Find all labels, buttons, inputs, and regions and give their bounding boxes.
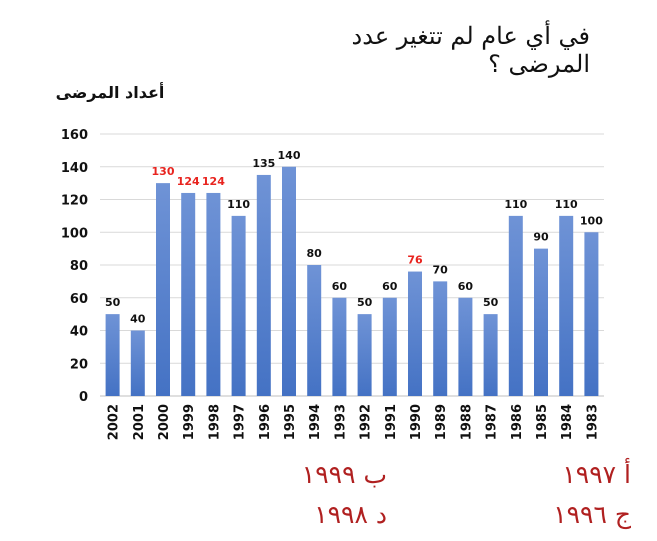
bar bbox=[105, 314, 120, 396]
x-tick-label: 1985 bbox=[535, 404, 550, 440]
bar bbox=[508, 215, 523, 396]
bars bbox=[105, 166, 599, 396]
x-tick-label: 1984 bbox=[560, 404, 575, 440]
x-tick-label: 1987 bbox=[485, 404, 500, 440]
data-label: 50 bbox=[483, 296, 499, 309]
bar bbox=[156, 183, 170, 396]
x-tick-label: 2001 bbox=[132, 404, 147, 440]
x-tick-label: 2000 bbox=[157, 404, 172, 440]
y-tick-label: 80 bbox=[70, 259, 88, 274]
data-label: 70 bbox=[433, 263, 449, 276]
data-label: 130 bbox=[152, 165, 175, 178]
y-tick-label: 140 bbox=[61, 161, 88, 176]
data-label: 100 bbox=[580, 214, 603, 227]
y-axis-label: أعداد المرضى bbox=[56, 82, 165, 102]
y-tick-label: 20 bbox=[70, 357, 88, 372]
y-tick-label: 0 bbox=[79, 390, 88, 405]
x-axis-ticks: 2002 2001 2000 1999 1998 1997 1996 1995 1994 1993… bbox=[107, 404, 601, 440]
bar bbox=[458, 297, 473, 396]
bar bbox=[332, 297, 347, 396]
y-tick-label: 160 bbox=[61, 128, 88, 143]
data-label: 140 bbox=[278, 149, 301, 162]
data-label: 50 bbox=[105, 296, 121, 309]
bar bbox=[559, 215, 574, 396]
x-tick-label: 2002 bbox=[107, 404, 122, 440]
bar bbox=[130, 330, 145, 396]
x-tick-label: 1997 bbox=[233, 404, 248, 440]
option-d[interactable]: د ١٩٩٨ bbox=[314, 500, 387, 529]
data-label: 60 bbox=[382, 280, 398, 293]
y-tick-label: 60 bbox=[70, 292, 88, 307]
bar bbox=[231, 215, 246, 396]
x-tick-label: 1983 bbox=[585, 404, 600, 440]
option-b[interactable]: ب ١٩٩٩ bbox=[301, 460, 387, 489]
data-label: 124 bbox=[177, 175, 200, 188]
bar bbox=[408, 271, 422, 396]
data-label: 110 bbox=[504, 198, 527, 211]
x-tick-label: 1991 bbox=[384, 404, 399, 440]
data-label: 124 bbox=[202, 175, 225, 188]
data-label: 110 bbox=[227, 198, 250, 211]
x-tick-label: 1990 bbox=[409, 404, 424, 440]
bar bbox=[282, 166, 296, 396]
data-label: 50 bbox=[357, 296, 373, 309]
bar bbox=[534, 248, 548, 396]
question-text: في أي عام لم تتغير عدد المرضى ؟ bbox=[351, 22, 590, 78]
x-tick-label: 1988 bbox=[459, 404, 474, 440]
x-tick-label: 1999 bbox=[182, 404, 197, 440]
x-tick-label: 1989 bbox=[434, 404, 449, 440]
bar bbox=[357, 314, 372, 396]
x-tick-label: 1996 bbox=[258, 404, 273, 440]
data-label: 110 bbox=[555, 198, 578, 211]
bar bbox=[206, 192, 221, 396]
data-label: 80 bbox=[307, 247, 323, 260]
bar bbox=[382, 297, 397, 396]
bar bbox=[181, 192, 196, 396]
option-a[interactable]: أ ١٩٩٧ bbox=[562, 460, 631, 489]
bar bbox=[256, 174, 271, 396]
bar bbox=[584, 232, 599, 396]
data-label: 60 bbox=[332, 280, 348, 293]
x-tick-label: 1986 bbox=[510, 404, 525, 440]
data-label: 76 bbox=[407, 254, 423, 267]
data-label: 40 bbox=[130, 313, 146, 326]
bar bbox=[433, 281, 448, 396]
data-label: 60 bbox=[458, 280, 474, 293]
y-axis-ticks: 0 20 40 60 80 100 120 140 160 bbox=[61, 128, 88, 405]
x-tick-label: 1992 bbox=[359, 404, 374, 440]
x-tick-label: 1994 bbox=[308, 404, 323, 440]
option-c[interactable]: ج ١٩٩٦ bbox=[553, 500, 631, 529]
bar bbox=[483, 314, 498, 396]
data-label: 90 bbox=[533, 231, 549, 244]
gridlines bbox=[100, 133, 604, 397]
y-tick-label: 40 bbox=[70, 325, 88, 340]
x-tick-label: 1998 bbox=[207, 404, 222, 440]
data-label: 135 bbox=[252, 157, 275, 170]
x-tick-label: 1995 bbox=[283, 404, 298, 440]
bar bbox=[307, 265, 322, 396]
x-tick-label: 1993 bbox=[333, 404, 348, 440]
y-tick-label: 100 bbox=[61, 226, 88, 241]
y-tick-label: 120 bbox=[61, 194, 88, 209]
